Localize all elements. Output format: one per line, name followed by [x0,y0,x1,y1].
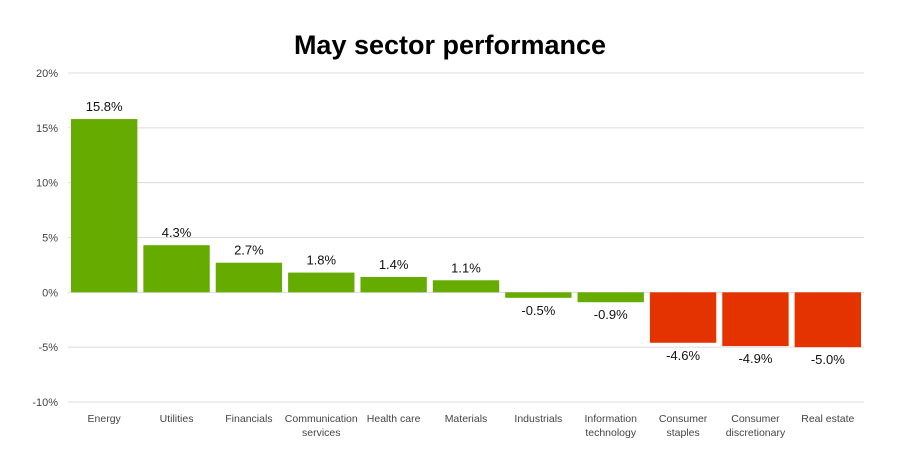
x-tick-label: Communication services [285,413,358,439]
x-tick-label: Consumer staples [659,413,708,439]
data-label: -0.9% [594,307,628,322]
x-tick-label: Information technology [584,413,637,439]
data-label: 15.8% [86,99,123,114]
y-tick-label: 0% [42,287,58,299]
bar [505,292,572,298]
bar [71,119,138,293]
y-tick-label: 5% [42,233,58,245]
bar [288,272,355,293]
y-tick-label: 20% [36,68,58,80]
bar [360,276,427,293]
y-tick-label: 10% [36,178,58,190]
x-tick-label: Industrials [514,413,562,425]
bar [794,292,861,348]
x-tick-label: Consumer discretionary [726,413,786,439]
data-label: 4.3% [162,225,192,240]
bar [722,292,789,347]
chart-title: May sector performance [293,30,607,60]
x-tick-label: Health care [367,413,421,425]
data-label: 1.1% [451,260,481,275]
bar [143,245,210,293]
x-tick-label: Materials [445,413,488,425]
bar [649,292,717,343]
data-label: -0.5% [521,303,555,318]
y-tick-label: 15% [36,123,58,135]
x-tick-label: Utilities [160,413,194,425]
bar [577,292,644,303]
data-label: 2.7% [234,243,264,258]
data-label: 1.8% [306,253,336,268]
data-label: -4.9% [738,351,772,366]
y-tick-label: -5% [38,342,58,354]
x-tick-label: Financials [225,413,272,425]
bar [432,280,500,293]
data-label: -4.6% [666,348,700,363]
data-label: -5.0% [811,352,845,367]
x-tick-label: Energy [88,413,122,425]
data-label: 1.4% [379,257,409,272]
y-tick-label: -10% [32,397,58,409]
x-tick-label: Real estate [801,413,854,425]
bar [215,262,283,293]
